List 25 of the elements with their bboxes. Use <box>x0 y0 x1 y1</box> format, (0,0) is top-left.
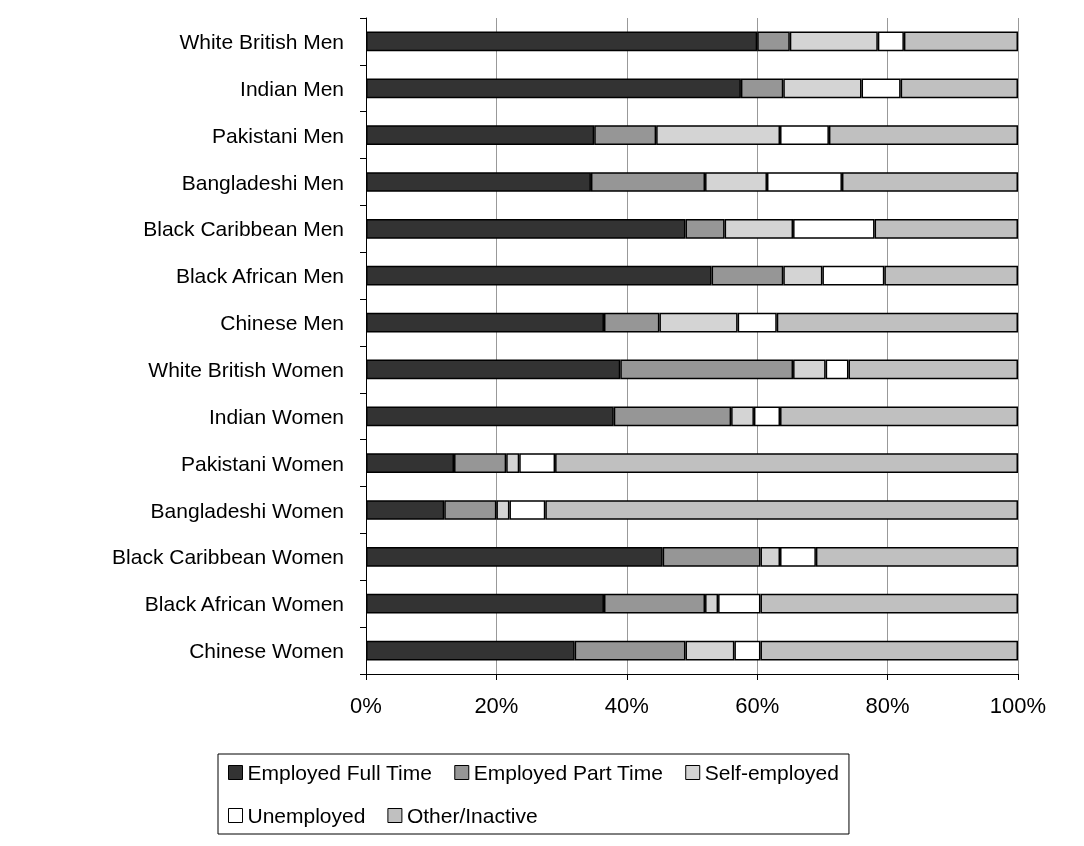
legend-label: Employed Full Time <box>247 761 432 784</box>
y-tick-label: Chinese Men <box>220 311 344 335</box>
legend-label: Unemployed <box>247 804 366 827</box>
y-tick-label: Pakistani Men <box>212 123 344 147</box>
x-tick-label: 40% <box>604 692 649 718</box>
y-tick-label: Black African Men <box>175 264 344 288</box>
x-tick-label: 20% <box>474 692 519 718</box>
legend-label: Self-employed <box>704 761 839 784</box>
y-tick-label: Indian Women <box>208 404 344 428</box>
y-tick-label: White British Men <box>179 29 344 53</box>
x-tick-label: 0% <box>350 692 382 718</box>
y-tick-label: Bangladeshi Women <box>150 498 344 522</box>
y-tick-label: Bangladeshi Men <box>181 170 344 194</box>
y-tick-label: Black Caribbean Men <box>143 217 344 241</box>
x-tick-label: 80% <box>865 692 910 718</box>
y-tick-label: Black African Women <box>144 592 344 616</box>
legend-label: Other/Inactive <box>406 804 538 827</box>
x-tick-label: 100% <box>989 692 1047 718</box>
legend-label: Employed Part Time <box>473 761 663 784</box>
y-tick-label: Chinese Women <box>189 639 344 663</box>
y-tick-label: Pakistani Women <box>180 451 344 475</box>
y-tick-label: Black Caribbean Women <box>112 545 344 569</box>
y-tick-label: Indian Men <box>240 76 344 100</box>
x-tick-label: 60% <box>735 692 780 718</box>
y-tick-label: White British Women <box>148 357 344 381</box>
